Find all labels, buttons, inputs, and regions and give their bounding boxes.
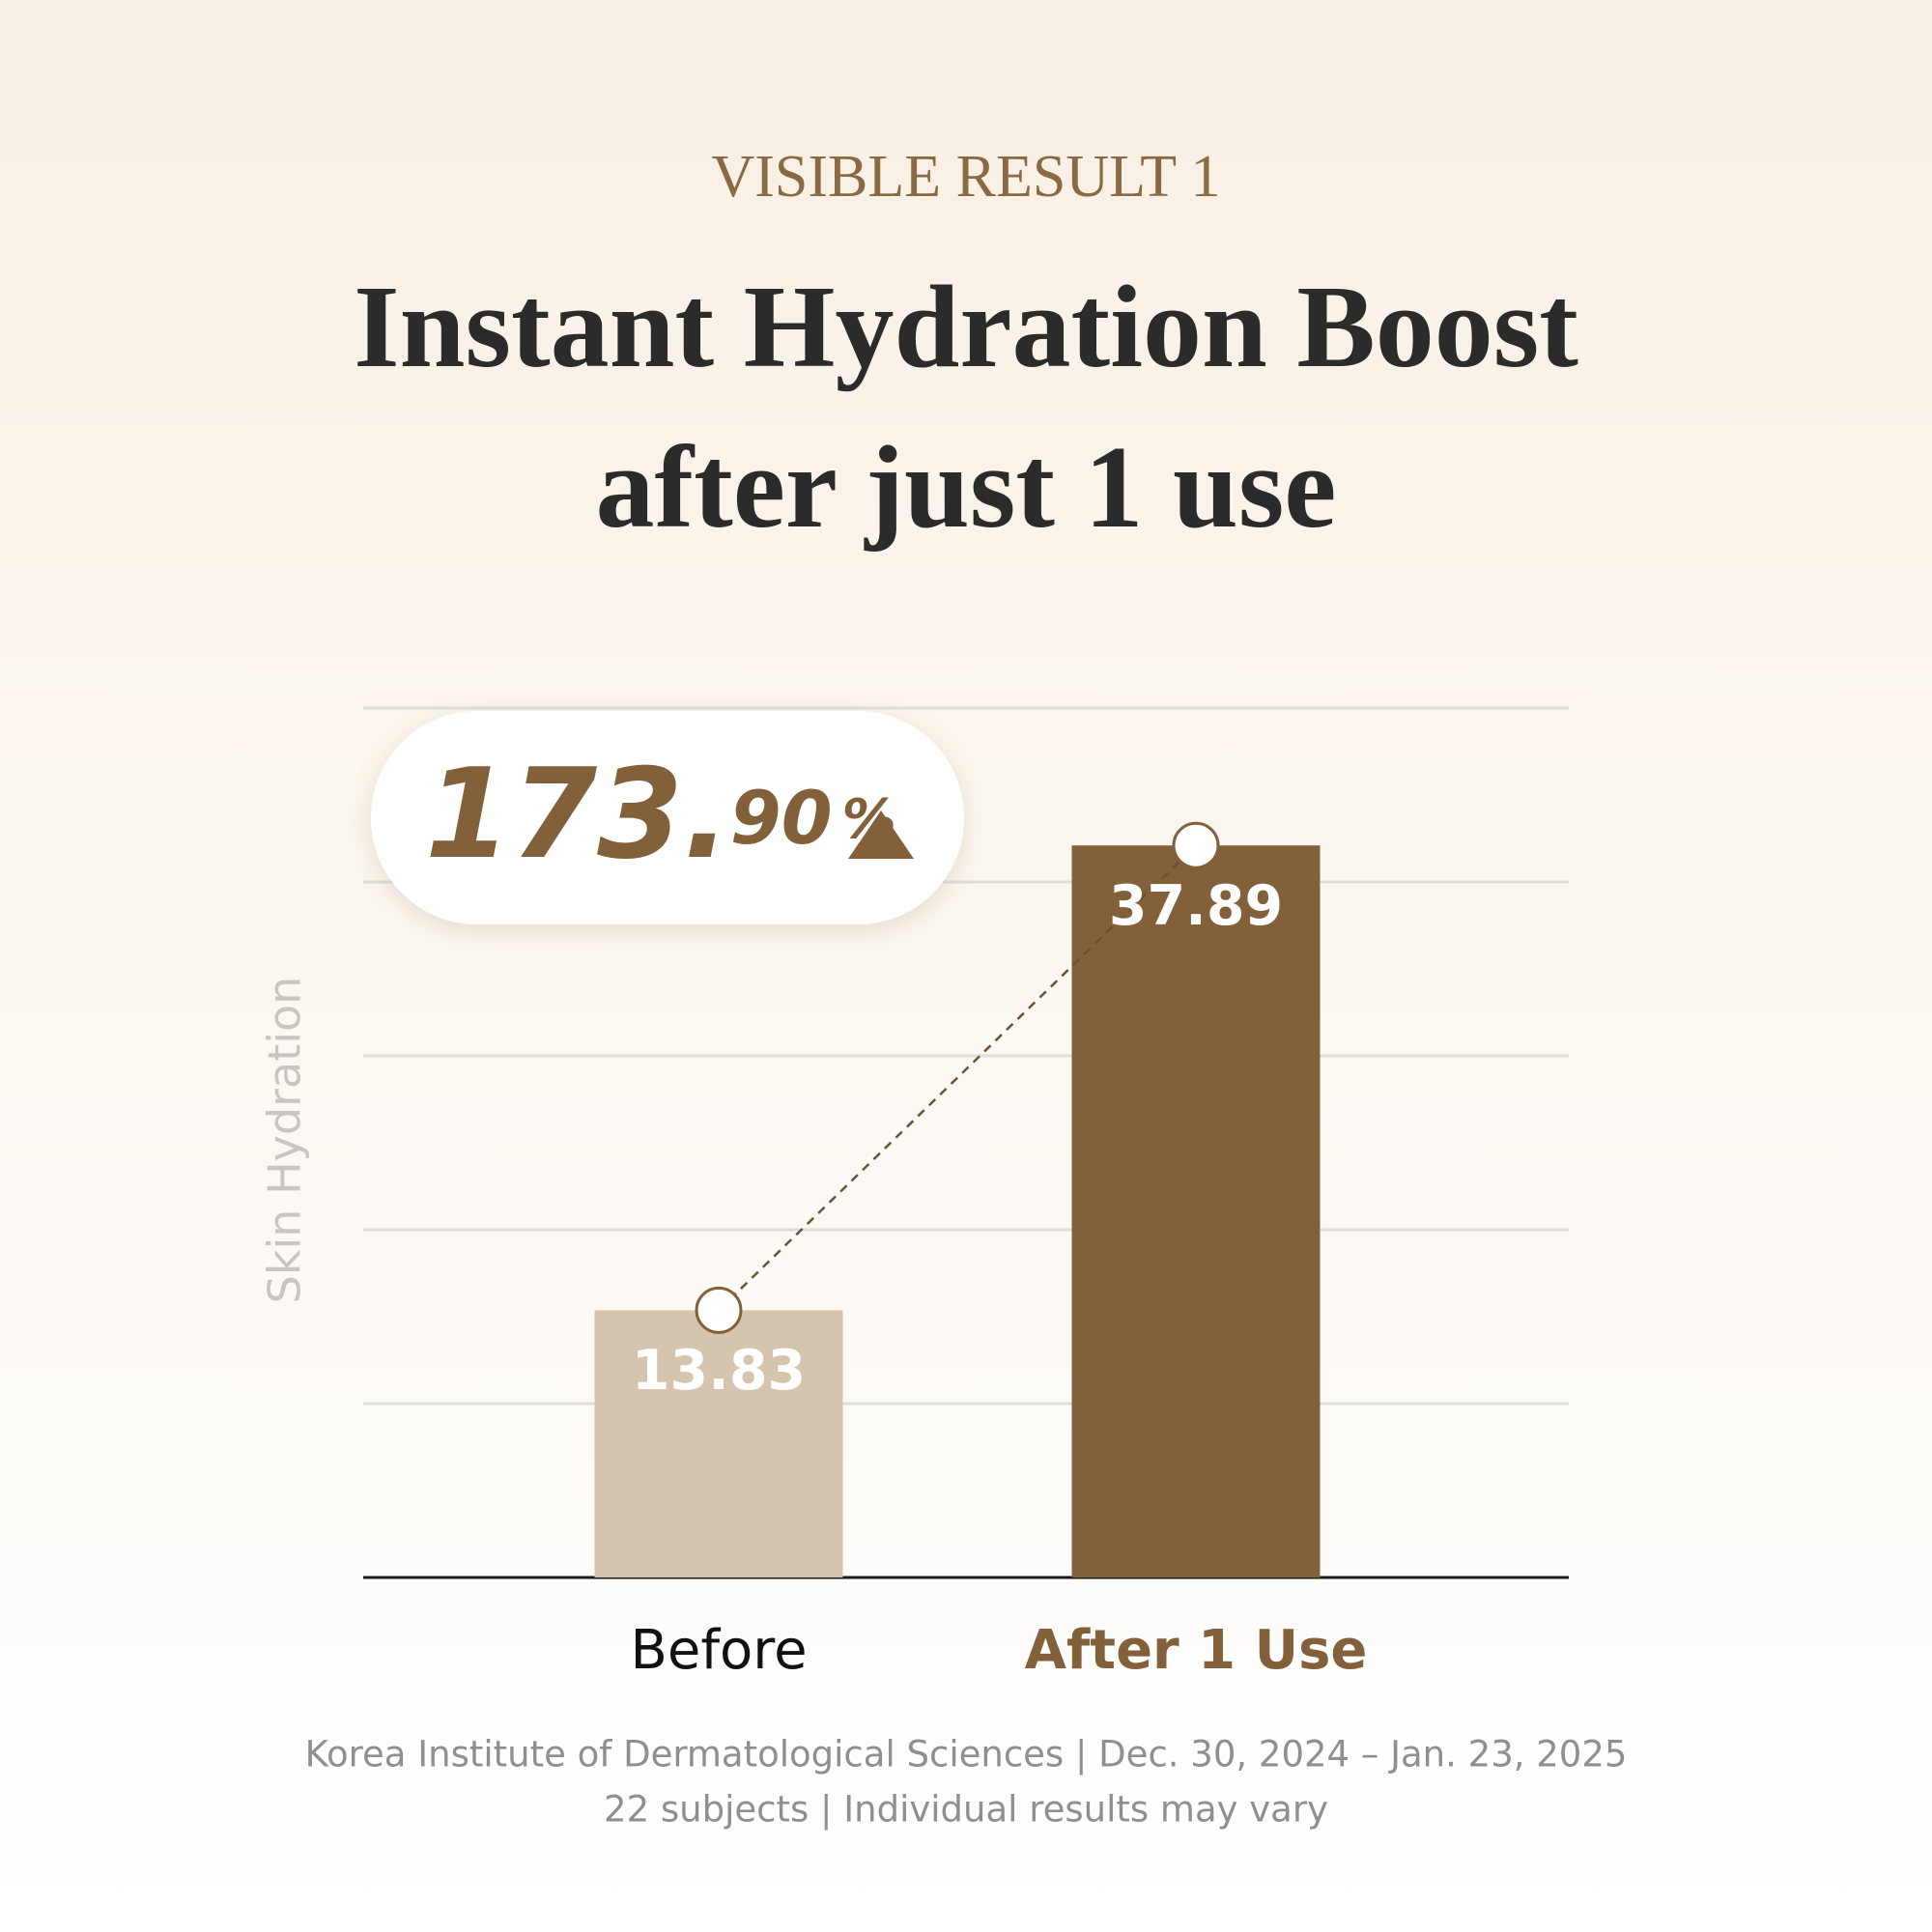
data-label: 13.83 [632,1339,806,1403]
footnote: 22 subjects | Individual results may var… [604,1789,1328,1831]
footnote: Korea Institute of Dermatological Scienc… [305,1734,1628,1776]
badge-background [371,711,964,924]
bar [1071,845,1321,1577]
badge-part: 90 [730,775,833,861]
value-dot [1172,821,1220,869]
bar [594,1310,843,1577]
chart-title: after just 1 use [596,422,1337,553]
up-arrow [848,810,914,859]
kicker: VISIBLE RESULT 1 [711,144,1220,210]
value-dot [695,1286,743,1334]
chart-title: Instant Hydration Boost [354,262,1578,392]
x-tick-label: After 1 Use [1025,1619,1368,1682]
y-axis-label: Skin Hydration [259,977,311,1304]
plot-area: 13.83 Before 37.89 After 1 Use [363,706,1569,1682]
x-tick-label: Before [630,1619,807,1682]
badge-part: 173. [425,743,730,887]
trend-connector [718,844,1197,1312]
change-badge: 173.90% [371,711,964,924]
data-label: 37.89 [1109,874,1283,938]
